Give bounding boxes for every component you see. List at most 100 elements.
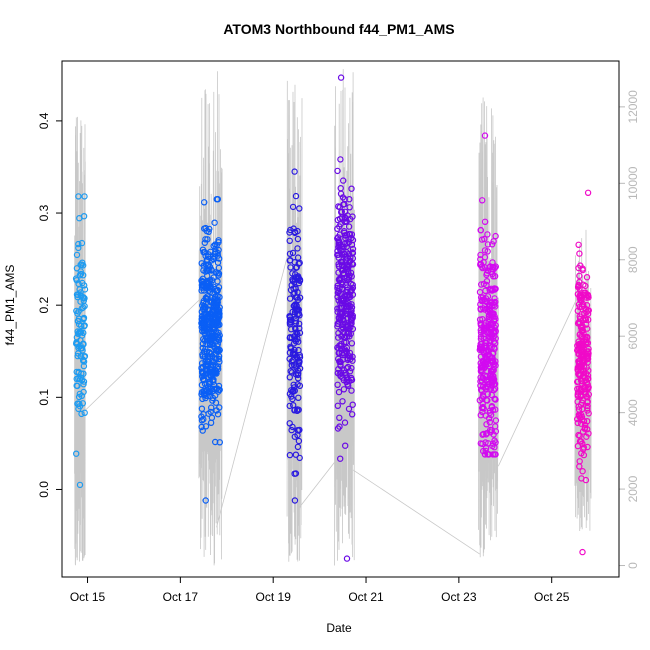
point-1-109 xyxy=(81,353,88,360)
point-4-287 xyxy=(338,345,345,353)
y2-tick-label: 10000 xyxy=(626,166,640,200)
point-6-133 xyxy=(584,385,592,392)
point-6-247 xyxy=(584,359,591,366)
point-1-37 xyxy=(73,265,81,272)
scatter-points xyxy=(72,74,593,562)
point-1-102 xyxy=(78,261,85,268)
point-2-394 xyxy=(199,302,206,309)
point-6-164 xyxy=(574,392,582,399)
point-4-167 xyxy=(337,455,344,462)
point-2-406 xyxy=(208,285,215,293)
point-6-176 xyxy=(584,399,591,406)
point-3-117 xyxy=(296,294,304,301)
point-2-172 xyxy=(207,419,215,426)
point-1-25 xyxy=(78,410,85,418)
point-4-229 xyxy=(349,281,356,289)
point-1-82 xyxy=(80,212,88,220)
point-2-402 xyxy=(200,416,207,423)
point-4-292 xyxy=(335,238,342,245)
point-3-152 xyxy=(293,329,300,337)
point-4-268 xyxy=(337,358,344,365)
point-2-314 xyxy=(215,246,222,254)
point-3-166 xyxy=(294,306,302,314)
y2-tick-label: 6000 xyxy=(626,323,640,350)
point-4-89 xyxy=(341,419,349,426)
point-3-138 xyxy=(296,325,303,332)
y-tick-label: 0.2 xyxy=(37,297,51,314)
point-2-374 xyxy=(212,399,220,406)
point-6-222 xyxy=(577,393,584,400)
point-2-417 xyxy=(207,338,214,345)
point-5-190 xyxy=(476,316,484,323)
point-1-98 xyxy=(76,286,83,293)
point-5-269 xyxy=(477,343,484,350)
point-3-122 xyxy=(294,235,302,243)
point-2-409 xyxy=(204,383,212,390)
point-2-389 xyxy=(200,283,207,290)
point-4-222 xyxy=(337,373,344,380)
point-6-208 xyxy=(575,358,582,365)
point-3-131 xyxy=(292,192,300,200)
point-2-325 xyxy=(200,315,207,323)
point-4-312 xyxy=(342,442,349,449)
point-6-241 xyxy=(582,391,590,398)
point-3-89 xyxy=(286,237,293,244)
point-3-16 xyxy=(288,326,295,333)
point-5-150 xyxy=(490,238,497,245)
point-4-56 xyxy=(345,405,353,413)
point-5-304 xyxy=(478,364,485,371)
point-5-247 xyxy=(477,322,485,329)
point-3-155 xyxy=(294,371,301,379)
point-5-307 xyxy=(489,286,496,293)
point-5-138 xyxy=(489,241,496,248)
point-6-223 xyxy=(574,385,581,393)
point-4-284 xyxy=(343,348,350,356)
point-3-150 xyxy=(286,420,293,427)
point-2-410 xyxy=(210,358,217,366)
point-2-254 xyxy=(202,236,209,243)
point-3-120 xyxy=(292,326,299,333)
point-5-182 xyxy=(489,357,496,365)
point-5-320 xyxy=(491,324,498,331)
point-2-289 xyxy=(204,253,212,260)
point-3-85 xyxy=(288,393,295,400)
point-1-46 xyxy=(76,272,84,279)
y-tick-label: 0.3 xyxy=(37,204,51,221)
point-6-218 xyxy=(580,329,587,337)
point-3-163 xyxy=(286,316,294,323)
point-5-305 xyxy=(477,340,484,348)
point-5-262 xyxy=(482,384,489,391)
point-2-39 xyxy=(207,404,215,411)
point-5-294 xyxy=(485,440,492,447)
point-3-170 xyxy=(294,227,301,235)
point-3-114 xyxy=(295,275,303,282)
point-3-140 xyxy=(291,259,298,266)
point-3-86 xyxy=(294,443,302,451)
chart-title: ATOM3 Northbound f44_PM1_AMS xyxy=(223,21,454,37)
point-6-225 xyxy=(582,350,590,357)
point-1-81 xyxy=(79,357,87,364)
point-2-412 xyxy=(213,346,221,354)
point-3-47 xyxy=(294,254,302,261)
point-6-139 xyxy=(578,311,585,318)
point-4-313 xyxy=(339,398,346,405)
point-4-170 xyxy=(348,340,356,347)
point-6-236 xyxy=(577,262,584,269)
point-1-87 xyxy=(74,352,81,360)
y2-tick-label: 0 xyxy=(626,562,640,569)
point-4-279 xyxy=(335,318,343,325)
point-2-411 xyxy=(212,313,219,320)
point-1-18 xyxy=(75,244,82,252)
point-5-131 xyxy=(477,251,484,259)
point-2-174 xyxy=(215,355,222,363)
point-2-380 xyxy=(206,349,213,357)
point-3-5 xyxy=(289,270,296,277)
point-4-275 xyxy=(345,300,352,307)
altitude-trace-4 xyxy=(334,69,355,566)
point-2-420 xyxy=(204,356,212,363)
point-2-19 xyxy=(214,195,221,203)
point-6-232 xyxy=(574,442,582,450)
point-4-283 xyxy=(343,374,351,381)
point-5-312 xyxy=(486,306,494,314)
point-4-61 xyxy=(336,414,343,421)
